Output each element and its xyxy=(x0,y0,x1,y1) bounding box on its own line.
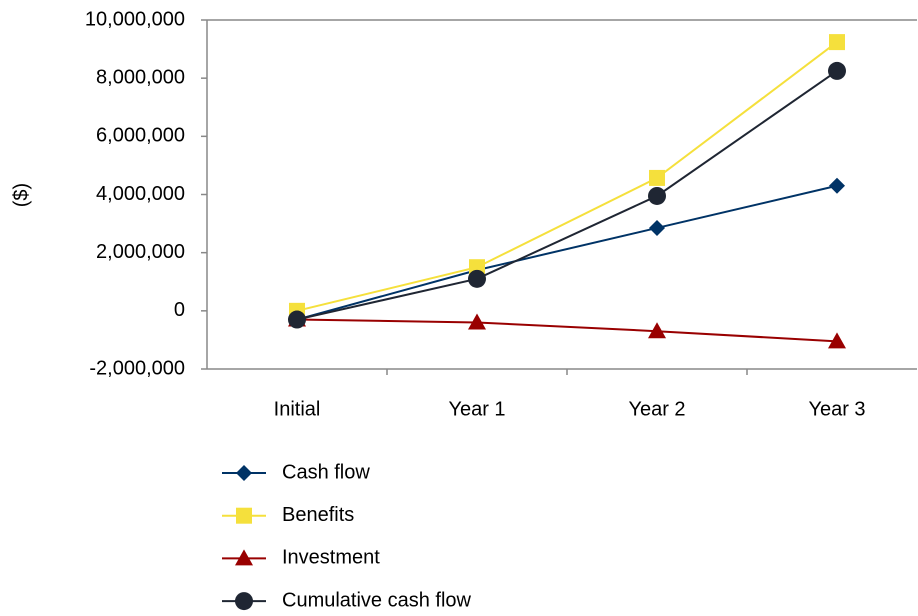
legend-label: Investment xyxy=(282,547,380,569)
y-tick-label: -2,000,000 xyxy=(89,357,185,379)
legend-label: Benefits xyxy=(282,504,354,526)
y-tick-label: 2,000,000 xyxy=(96,241,185,263)
x-tick-label: Year 2 xyxy=(628,398,685,420)
x-tick-label: Initial xyxy=(274,398,321,420)
x-tick-label: Year 3 xyxy=(808,398,865,420)
marker xyxy=(648,322,666,339)
y-tick-label: 6,000,000 xyxy=(96,125,185,147)
legend-label: Cash flow xyxy=(282,461,370,483)
marker xyxy=(235,592,253,611)
legend-label: Cumulative cash flow xyxy=(282,589,472,611)
marker xyxy=(468,313,486,330)
series-line xyxy=(296,184,838,321)
y-tick-label: 10,000,000 xyxy=(85,8,185,30)
series-line xyxy=(296,70,838,321)
y-tick-label: 8,000,000 xyxy=(96,66,185,88)
series-line xyxy=(296,41,838,312)
marker xyxy=(649,169,665,186)
y-tick-label: 0 xyxy=(174,299,185,321)
marker xyxy=(468,269,486,288)
series-line xyxy=(296,318,838,343)
marker xyxy=(829,177,845,194)
marker xyxy=(649,219,665,236)
marker xyxy=(236,465,252,481)
marker xyxy=(828,61,846,80)
y-axis-label: ($) xyxy=(10,183,32,207)
marker xyxy=(235,549,253,566)
y-tick-label: 4,000,000 xyxy=(96,183,185,205)
marker xyxy=(236,507,252,524)
x-tick-label: Year 1 xyxy=(448,398,505,420)
marker xyxy=(648,186,666,205)
marker xyxy=(829,34,845,51)
marker xyxy=(288,310,306,329)
marker xyxy=(828,332,846,349)
